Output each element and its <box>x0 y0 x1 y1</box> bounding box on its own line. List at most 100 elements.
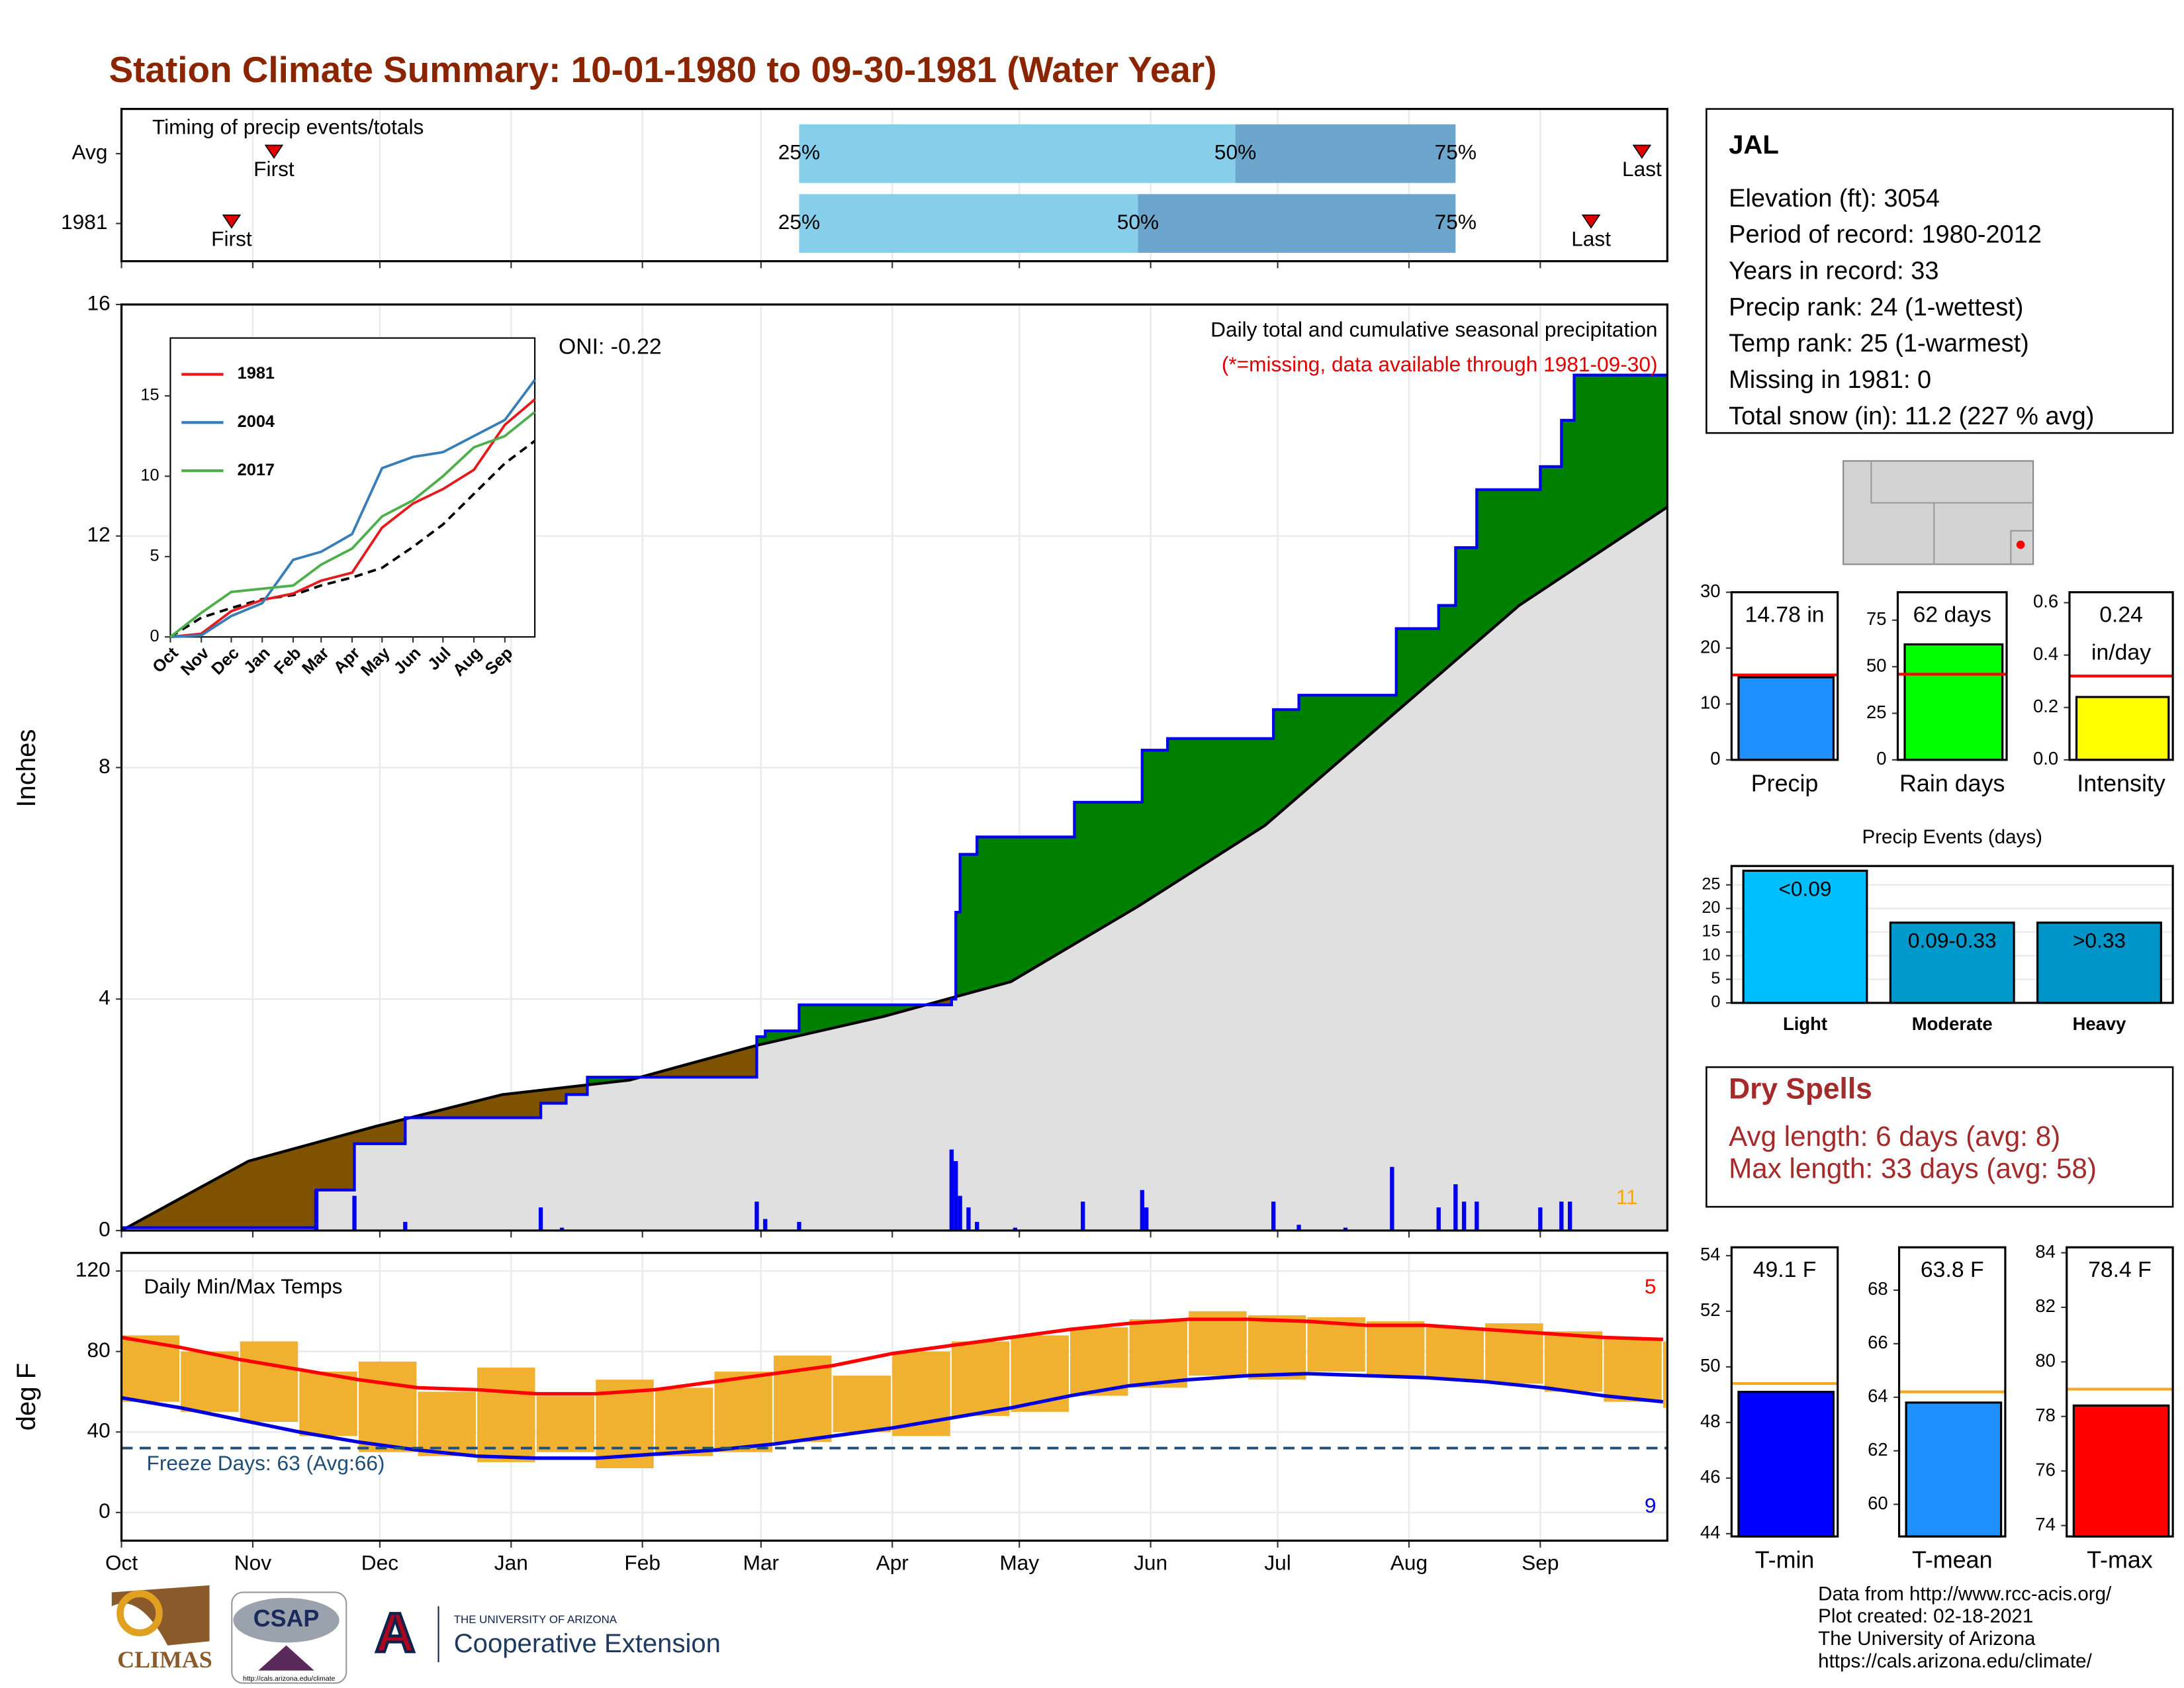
station-line: Temp rank: 25 (1-warmest) <box>1729 330 2029 357</box>
timing-marker <box>222 214 242 229</box>
x-tick-label: Feb <box>624 1551 660 1575</box>
daily-bar <box>754 1201 759 1231</box>
footer-line: Plot created: 02-18-2021 <box>1818 1605 2033 1627</box>
y-tick-label: 10 <box>140 466 159 485</box>
daily-bar <box>538 1207 543 1231</box>
marker-label: Last <box>1622 157 1662 181</box>
dry-spells-box <box>1706 1066 2174 1208</box>
temp-bar <box>536 1395 595 1452</box>
observed-line <box>121 373 1668 1229</box>
average-line <box>120 506 1668 1232</box>
marker-label: Last <box>1571 226 1611 250</box>
station-box <box>1706 108 2174 434</box>
temp-bar <box>714 1372 772 1452</box>
temp-bar <box>655 1387 713 1456</box>
daily-bar <box>1297 1225 1301 1231</box>
y-tick-label: 5 <box>1711 969 1720 988</box>
panel-border <box>2068 591 2174 761</box>
x-tick-label: Mar <box>743 1551 780 1575</box>
category-label: T-max <box>2087 1547 2153 1573</box>
temp-bar <box>1248 1315 1306 1380</box>
value-label: 0.24 <box>2099 602 2143 627</box>
temp-bar <box>418 1391 476 1456</box>
daily-bar <box>352 1196 357 1231</box>
x-tick-label: Dec <box>361 1551 398 1575</box>
temp-bar <box>951 1341 1010 1416</box>
quartile-label: 50% <box>1117 210 1159 234</box>
timing-marker <box>264 144 284 159</box>
y-tick-label: 0 <box>99 1217 111 1241</box>
y-tick-label: 74 <box>2035 1514 2056 1534</box>
y-tick-label: 50 <box>1866 655 1887 675</box>
y-tick-label: 50 <box>1700 1355 1721 1376</box>
category-label: T-mean <box>1912 1547 1993 1573</box>
legend-label: 2017 <box>238 461 275 479</box>
station-line: Precip rank: 24 (1-wettest) <box>1729 293 2023 321</box>
y-tick-label: 4 <box>99 986 111 1009</box>
unit-label: in/day <box>2091 639 2151 665</box>
category-label: Precip <box>1751 770 1819 796</box>
y-tick-label: 80 <box>87 1338 110 1362</box>
chart-subtitle: (*=missing, data available through 1981-… <box>1222 352 1658 376</box>
station-line: Years in record: 33 <box>1729 257 1938 285</box>
panel-border <box>120 303 1668 1232</box>
y-tick-label: 0 <box>1711 993 1720 1011</box>
daily-bar <box>314 1190 319 1231</box>
daily-bar <box>763 1219 768 1231</box>
daily-bar <box>954 1161 958 1231</box>
series-line <box>170 379 536 639</box>
y-tick-label: 30 <box>1700 581 1721 601</box>
csap-text: CSAP <box>253 1605 320 1632</box>
y-axis-label: Inches <box>12 729 41 807</box>
daily-bar <box>1271 1201 1276 1231</box>
temp-bar <box>240 1341 298 1423</box>
bin-label: <0.09 <box>1778 876 1831 900</box>
average-line <box>169 440 536 638</box>
panel-border <box>1730 591 1839 761</box>
y-tick-label: 46 <box>1700 1466 1721 1487</box>
x-tick-label: Nov <box>234 1551 271 1575</box>
range-bar <box>1138 194 1456 253</box>
temp-bar <box>299 1372 357 1436</box>
marker-label: First <box>211 226 252 250</box>
daily-bar <box>1081 1201 1085 1231</box>
y-tick-label: 25 <box>1866 702 1887 722</box>
category-label: Intensity <box>2077 770 2165 796</box>
timing-marker <box>1581 214 1601 229</box>
ua-letter: A <box>375 1601 416 1664</box>
footer-line: https://cals.arizona.edu/climate/ <box>1818 1650 2092 1672</box>
page-title: Station Climate Summary: 10-01-1980 to 0… <box>109 49 1217 90</box>
x-tick-label: Moderate <box>1912 1013 1993 1034</box>
footer-line: The University of Arizona <box>1818 1628 2036 1650</box>
y-tick-label: 120 <box>75 1257 111 1281</box>
panel-border <box>120 1252 1668 1542</box>
legend-label: 2004 <box>238 412 275 431</box>
station-name: JAL <box>1729 130 1779 160</box>
daily-bar <box>1567 1201 1572 1231</box>
y-tick-label: 40 <box>87 1419 110 1442</box>
panel-border <box>1896 591 2008 761</box>
bar <box>1742 869 1868 1004</box>
freeze-label: Freeze Days: 63 (Avg:66) <box>147 1451 385 1475</box>
value-label: 14.78 in <box>1745 602 1824 627</box>
y-tick-label: 78 <box>2035 1405 2056 1425</box>
temp-bar <box>1604 1339 1662 1402</box>
chart-title: Daily total and cumulative seasonal prec… <box>1210 317 1657 341</box>
temp-bar <box>1307 1317 1365 1372</box>
temp-bar <box>477 1367 535 1462</box>
y-tick-label: 0 <box>99 1499 111 1523</box>
y-tick-label: 48 <box>1700 1411 1721 1431</box>
panel-border <box>1897 1246 2007 1538</box>
temp-bar <box>833 1376 891 1432</box>
quartile-label: 75% <box>1435 210 1477 234</box>
footer-line: Data from http://www.rcc-acis.org/ <box>1818 1583 2112 1605</box>
daily-bar <box>1343 1227 1348 1231</box>
y-tick-label: 10 <box>1700 692 1721 713</box>
daily-bar <box>966 1207 971 1231</box>
temp-bar <box>181 1351 239 1412</box>
bin-label: 0.09-0.33 <box>1908 929 1997 953</box>
bar <box>2072 1404 2170 1538</box>
value-label: 63.8 F <box>1921 1257 1984 1282</box>
